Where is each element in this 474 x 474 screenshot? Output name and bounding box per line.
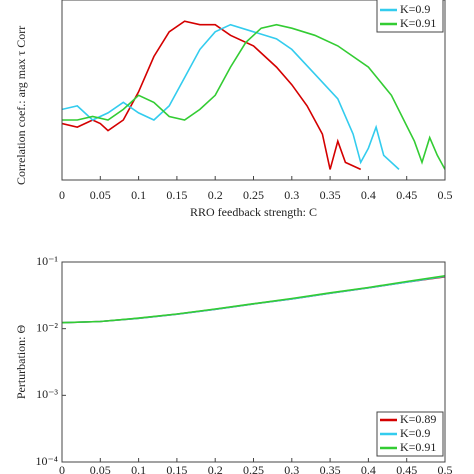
- legend-label: K=0.89: [400, 412, 436, 426]
- x-tick-label: 0.35: [320, 188, 341, 202]
- legend-label: K=0.91: [400, 16, 436, 30]
- x-tick-label: 0.1: [131, 188, 146, 202]
- lines: [62, 275, 445, 324]
- y-axis-label: Correlation coef.: arg max τ Corr: [14, 26, 28, 185]
- legend-label: K=0.91: [400, 440, 436, 454]
- x-tick-label: 0.05: [90, 463, 111, 474]
- x-tick-label: 0.15: [166, 463, 187, 474]
- x-tick-label: 0.45: [396, 188, 417, 202]
- x-tick-label: 0.3: [284, 188, 299, 202]
- series-line: [62, 20, 362, 171]
- y-tick-label: 10⁻³: [36, 387, 58, 401]
- series-line: [62, 23, 445, 170]
- x-tick-label: 0.35: [320, 463, 341, 474]
- series-line: [62, 23, 400, 170]
- x-tick-label: 0.1: [131, 463, 146, 474]
- legend-label: K=0.9: [400, 2, 430, 16]
- x-tick-label: 0.45: [396, 463, 417, 474]
- y-tick-label: 10⁻²: [36, 320, 58, 334]
- plot-frame: [61, 261, 446, 463]
- y-tick-label: 10⁻¹: [36, 254, 58, 268]
- series-line: [62, 275, 445, 324]
- x-tick-label: 0.25: [243, 188, 264, 202]
- legend-box: [376, 0, 444, 33]
- x-tick-label: 0.25: [243, 463, 264, 474]
- x-tick-label: 0.15: [166, 188, 187, 202]
- x-tick-label: 0: [59, 188, 65, 202]
- x-tick-label: 0.4: [361, 188, 376, 202]
- x-tick-label: 0.3: [284, 463, 299, 474]
- plot-frame: [61, 0, 446, 181]
- lines: [62, 20, 445, 171]
- x-tick-label: 0.2: [208, 188, 223, 202]
- x-tick-label: 0.5: [438, 188, 453, 202]
- x-tick-label: 0: [59, 463, 65, 474]
- y-axis-label: Perturbation: Θ: [14, 325, 28, 400]
- x-axis-label: RRO feedback strength: C: [190, 205, 317, 219]
- x-tick-label: 0.05: [90, 188, 111, 202]
- x-tick-label: 0.2: [208, 463, 223, 474]
- x-tick-label: 0.4: [361, 463, 376, 474]
- y-tick-label: 10⁻⁴: [35, 454, 58, 468]
- legend-label: K=0.9: [400, 426, 430, 440]
- x-tick-label: 0.5: [438, 463, 453, 474]
